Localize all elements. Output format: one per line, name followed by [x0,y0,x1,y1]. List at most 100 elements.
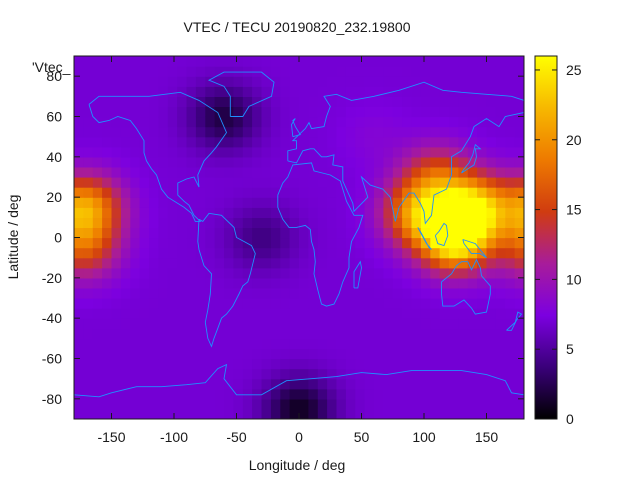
heatmap-cell [383,308,394,319]
heatmap-cell [177,328,188,339]
heatmap-cell [514,197,524,208]
heatmap-cell [317,338,328,349]
heatmap-cell [364,348,375,360]
heatmap-cell [420,106,431,118]
heatmap-cell [505,66,516,77]
heatmap-cell [205,378,216,390]
heatmap-cell [514,126,524,138]
heatmap-cell [149,96,159,107]
heatmap-cell [327,146,338,158]
heatmap-cell [214,338,225,349]
heatmap-cell [495,146,506,158]
heatmap-cell [449,227,459,239]
heatmap-cell [205,66,216,77]
heatmap-cell [280,328,291,339]
heatmap-cell [195,217,206,228]
heatmap-cell [486,106,497,118]
heatmap-cell [102,217,113,228]
heatmap-cell [111,298,122,309]
heatmap-cell [233,237,244,249]
heatmap-cell [102,298,113,309]
heatmap-cell [486,156,497,168]
heatmap-cell [102,177,113,188]
heatmap-cell [149,187,159,198]
heatmap-cell [83,197,94,208]
heatmap-cell [439,66,450,77]
heatmap-cell [514,408,524,419]
heatmap-cell [149,378,159,390]
heatmap-cell [167,298,178,309]
heatmap-cell [449,156,459,168]
heatmap-cell [92,358,103,370]
heatmap-cell [505,227,516,239]
heatmap-cell [224,96,234,107]
heatmap-cell [74,368,84,380]
heatmap-cell [270,116,281,128]
heatmap-cell [186,136,197,148]
heatmap-cell [449,56,459,67]
heatmap-cell [374,378,384,390]
heatmap-cell [158,166,169,178]
heatmap-cell [392,197,403,208]
heatmap-cell [74,398,84,410]
heatmap-cell [149,388,159,400]
heatmap-cell [505,368,516,380]
heatmap-cell [308,116,319,128]
heatmap-cell [83,338,94,349]
heatmap-cell [420,207,431,218]
heatmap-cell [495,86,506,97]
heatmap-cell [233,298,244,309]
heatmap-cell [317,247,328,259]
heatmap-cell [92,217,103,228]
heatmap-cell [130,197,141,208]
heatmap-cell [299,378,309,390]
heatmap-cell [102,166,113,178]
heatmap-cell [374,106,384,118]
heatmap-cell [345,66,356,77]
heatmap-cell [345,287,356,299]
heatmap-cell [92,66,103,77]
heatmap-cell [195,298,206,309]
heatmap-cell [270,136,281,148]
heatmap-cell [383,146,394,158]
heatmap-cell [374,328,384,339]
heatmap-cell [92,277,103,289]
heatmap-cell [477,126,488,138]
heatmap-cell [477,287,488,299]
heatmap-cell [477,136,488,148]
heatmap-cell [214,207,225,218]
heatmap-cell [186,348,197,360]
heatmap-cell [214,247,225,259]
heatmap-cell [120,277,131,289]
heatmap-cell [120,217,131,228]
heatmap-cell [430,116,441,128]
heatmap-cell [233,146,244,158]
heatmap-cell [449,358,459,370]
heatmap-cell [186,166,197,178]
heatmap-cell [505,136,516,148]
heatmap-cell [289,76,300,87]
coastline [88,91,228,222]
heatmap-cell [345,156,356,168]
heatmap-cell [139,126,150,138]
heatmap-cell [205,398,216,410]
heatmap-cell [392,136,403,148]
heatmap-cell [224,408,234,419]
heatmap-cell [364,146,375,158]
heatmap-cell [280,298,291,309]
heatmap-cell [177,96,188,107]
heatmap-cell [261,318,272,329]
heatmap-cell [233,76,244,87]
heatmap-cell [177,247,188,259]
heatmap-cell [130,136,141,148]
heatmap-cell [336,318,347,329]
heatmap-cell [102,247,113,259]
heatmap-cell [280,408,291,419]
heatmap-cell [158,66,169,77]
heatmap-cell [402,267,413,279]
heatmap-cell [92,126,103,138]
heatmap-cell [195,358,206,370]
heatmap-cell [289,116,300,128]
heatmap-cell [130,187,141,198]
heatmap-cell [289,408,300,419]
